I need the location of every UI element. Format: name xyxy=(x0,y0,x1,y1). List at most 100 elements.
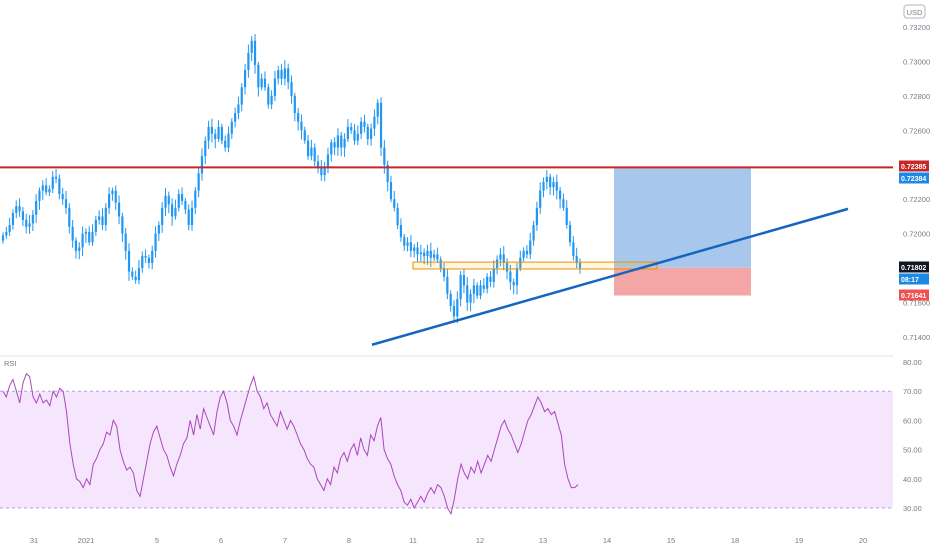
candle xyxy=(190,200,194,231)
candle-body xyxy=(217,126,220,139)
candle-body xyxy=(353,130,356,141)
candle xyxy=(568,220,572,247)
candle xyxy=(529,232,532,259)
candle-body xyxy=(369,128,373,139)
price-tags: 0.72385 0.72384 0.71802 08:17 0.71641 xyxy=(899,160,929,301)
price-axis[interactable]: 0.73200 0.73000 0.72800 0.72600 0.72200 0.720… xyxy=(903,23,930,342)
candle xyxy=(386,160,389,192)
candle-body xyxy=(108,194,111,208)
candle-body xyxy=(333,142,336,148)
candle-body xyxy=(290,82,293,96)
candle xyxy=(466,277,469,311)
candle-body xyxy=(161,207,164,226)
candle xyxy=(486,273,489,294)
candle-body xyxy=(15,206,18,213)
candle-body xyxy=(502,254,505,263)
candle-body xyxy=(147,257,151,263)
candle xyxy=(287,63,290,90)
candle xyxy=(476,282,479,299)
candle-body xyxy=(452,306,456,317)
candle xyxy=(426,244,429,265)
candle-body xyxy=(310,147,313,157)
candle-body xyxy=(38,190,41,201)
candle xyxy=(512,278,515,295)
rsi-tick-label: 70.00 xyxy=(903,387,922,396)
candle-body xyxy=(134,276,137,281)
candle-body xyxy=(230,121,233,134)
candle-body xyxy=(157,225,160,234)
candle-body xyxy=(489,276,492,282)
candle-body xyxy=(320,168,323,176)
time-tick-label: 14 xyxy=(603,536,611,545)
candle xyxy=(442,262,446,282)
price-tag-label: 0.72385 xyxy=(901,164,926,171)
target-zone[interactable] xyxy=(614,167,751,268)
candle-body xyxy=(575,256,578,263)
candle-body xyxy=(486,276,489,289)
candle xyxy=(214,129,217,149)
support-zone[interactable] xyxy=(412,261,658,270)
candle-body xyxy=(58,178,61,195)
time-tick-label: 19 xyxy=(795,536,803,545)
price-tick-label: 0.71600 xyxy=(903,299,930,308)
candle-body xyxy=(28,223,31,227)
candle xyxy=(369,123,373,146)
time-tick-label: 15 xyxy=(667,536,675,545)
candle xyxy=(330,139,333,162)
candle-body xyxy=(167,195,170,205)
rsi-axis[interactable]: 80.00 70.00 60.00 50.00 40.00 30.00 xyxy=(903,358,922,513)
candle xyxy=(1,232,5,244)
candle xyxy=(98,210,101,225)
candle-body xyxy=(74,240,78,251)
candle xyxy=(230,118,233,139)
candle xyxy=(71,220,74,248)
candle-body xyxy=(78,247,81,251)
candle xyxy=(111,187,114,201)
candle xyxy=(462,268,466,294)
candle-body xyxy=(356,133,359,141)
candle xyxy=(131,267,134,280)
candle-body xyxy=(260,78,263,88)
stop-zone[interactable] xyxy=(614,267,751,296)
candle-body xyxy=(469,293,472,303)
time-tick-label: 11 xyxy=(409,536,417,545)
candle xyxy=(456,291,459,324)
candle xyxy=(184,197,187,215)
price-tag-box xyxy=(899,289,929,301)
currency-badge: USD xyxy=(907,8,923,17)
candle-body xyxy=(393,199,396,208)
candle xyxy=(429,242,432,268)
candle xyxy=(373,109,376,136)
candle xyxy=(194,186,197,215)
price-tick-label: 0.73200 xyxy=(903,23,930,32)
currency-badge-box[interactable] xyxy=(903,4,926,19)
candle xyxy=(127,243,131,281)
candle-body xyxy=(330,142,333,155)
candle xyxy=(151,245,154,270)
candle xyxy=(346,119,349,143)
candle-body xyxy=(41,185,44,191)
candle-body xyxy=(171,204,174,217)
candle xyxy=(399,218,403,242)
candle-body xyxy=(439,259,442,269)
candle xyxy=(237,96,240,120)
candle xyxy=(243,63,247,95)
candle xyxy=(58,174,61,200)
candle xyxy=(38,187,41,210)
candle xyxy=(257,61,260,97)
trend-line[interactable] xyxy=(371,207,849,346)
price-tag-label: 0.71641 xyxy=(901,293,926,300)
time-axis[interactable]: 31 2021 5 6 7 8 11 12 13 14 15 18 19 20 xyxy=(30,536,867,545)
candle xyxy=(313,143,316,166)
candle-body xyxy=(555,182,558,191)
candle xyxy=(406,237,409,252)
candle xyxy=(409,235,412,258)
candle-body xyxy=(273,78,277,96)
candle xyxy=(121,212,124,242)
time-tick-label: 18 xyxy=(731,536,739,545)
candle xyxy=(234,107,237,128)
candle-body xyxy=(48,188,51,193)
candle xyxy=(11,209,15,230)
